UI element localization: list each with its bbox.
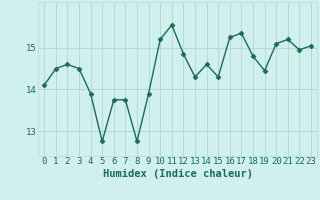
X-axis label: Humidex (Indice chaleur): Humidex (Indice chaleur) xyxy=(103,169,252,179)
